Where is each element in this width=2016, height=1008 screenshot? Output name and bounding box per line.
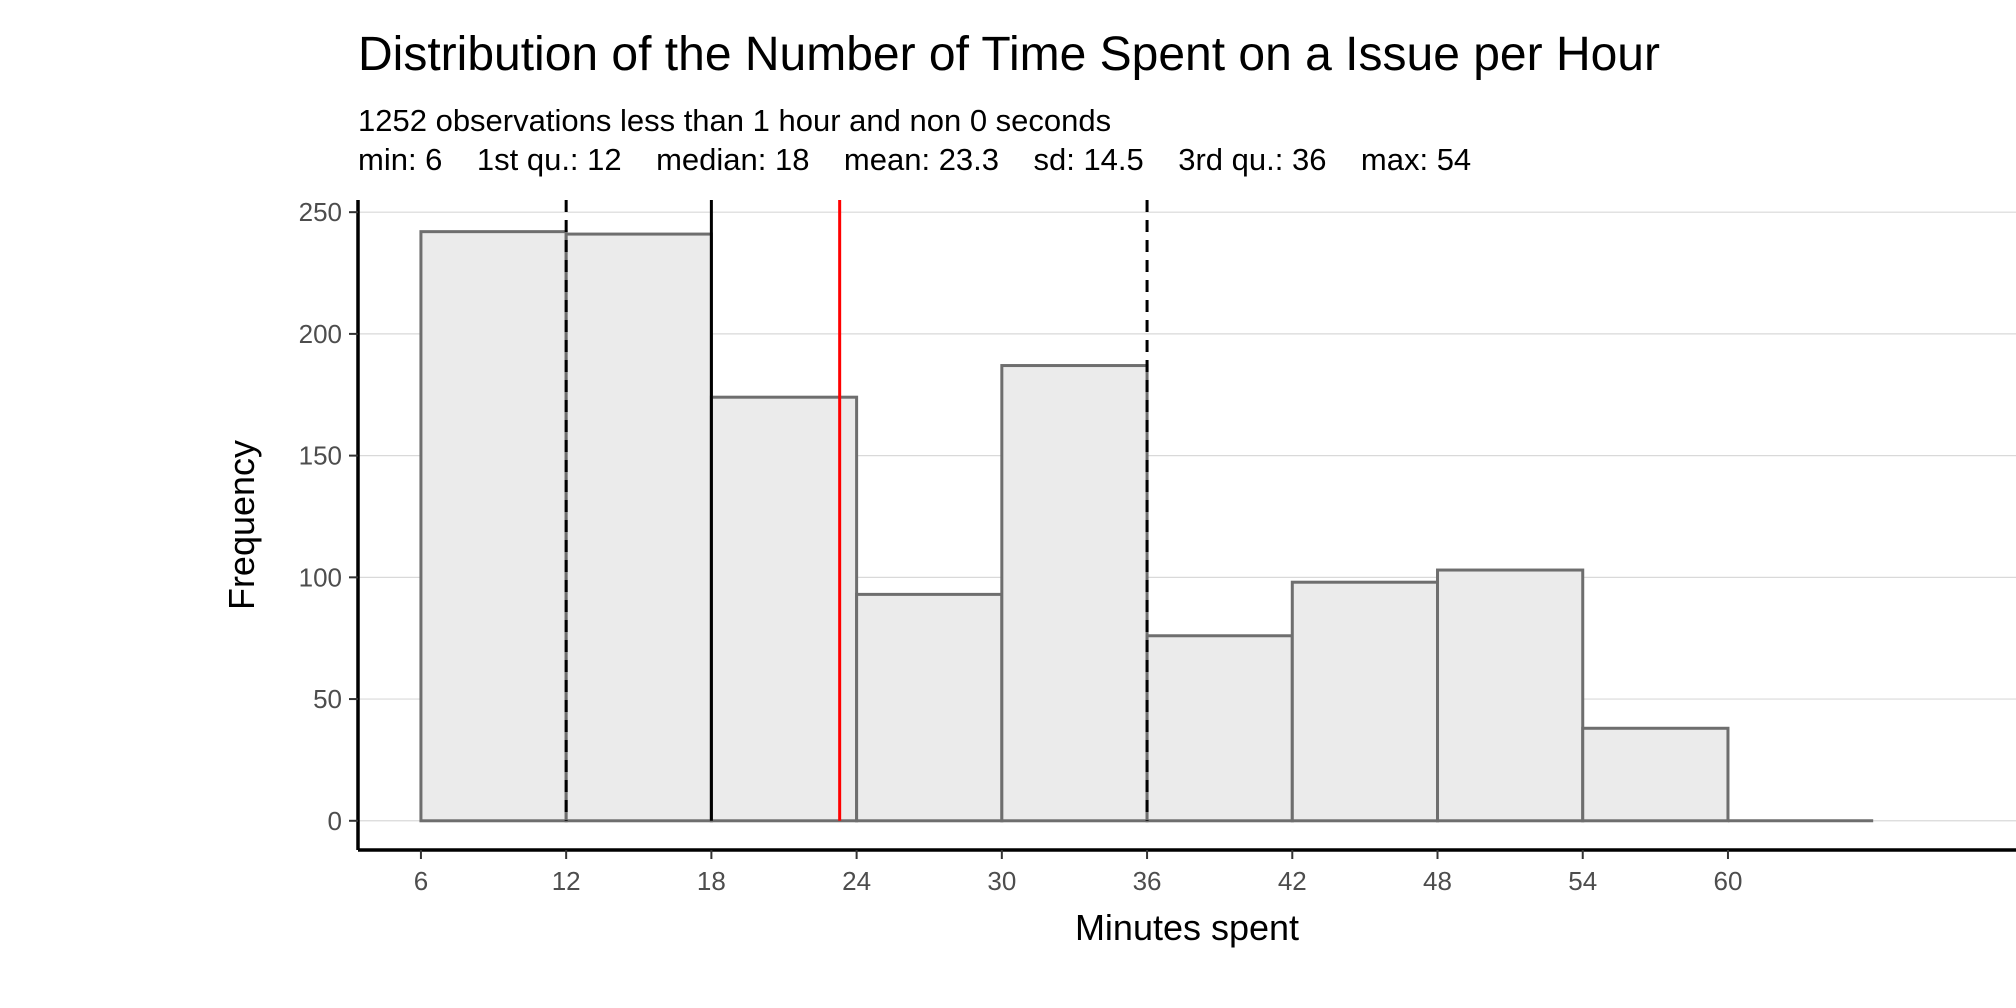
x-tick-label-6: 6 — [414, 866, 428, 896]
y-tick-label-250: 250 — [299, 197, 342, 227]
histogram-bar-3 — [855, 592, 1004, 823]
x-tick-label-30: 30 — [987, 866, 1016, 896]
y-tick-labels: 0 50 100 150 200 250 — [299, 197, 342, 836]
histogram-bars — [419, 230, 1874, 823]
y-tick-label-100: 100 — [299, 562, 342, 592]
x-tick-label-36: 36 — [1133, 866, 1162, 896]
histogram-bar-1 — [564, 232, 713, 823]
chart-title: Distribution of the Number of Time Spent… — [358, 28, 1660, 81]
histogram-bar-8 — [1581, 726, 1730, 823]
x-tick-labels: 6 12 18 24 30 36 42 48 54 60 — [414, 866, 1743, 896]
x-tick-label-12: 12 — [552, 866, 581, 896]
x-axis-title: Minutes spent — [1075, 907, 1299, 948]
axes — [349, 200, 2016, 859]
y-tick-label-50: 50 — [313, 684, 342, 714]
histogram-bar-5 — [1145, 634, 1294, 823]
x-tick-label-54: 54 — [1568, 866, 1597, 896]
histogram-bar-4 — [1000, 364, 1149, 823]
x-tick-label-24: 24 — [842, 866, 871, 896]
histogram-bar-7 — [1436, 568, 1585, 823]
x-tick-label-42: 42 — [1278, 866, 1307, 896]
y-tick-label-200: 200 — [299, 319, 342, 349]
y-axis-title: Frequency — [221, 440, 262, 610]
chart-subtitle-line-1: 1252 observations less than 1 hour and n… — [358, 103, 1111, 138]
y-tick-label-150: 150 — [299, 441, 342, 471]
x-tick-label-18: 18 — [697, 866, 726, 896]
y-tick-label-0: 0 — [328, 806, 342, 836]
chart-subtitle-line-2: min: 6 1st qu.: 12 median: 18 mean: 23.3… — [358, 142, 1471, 177]
histogram-bar-2 — [709, 395, 859, 823]
histogram-bar-0 — [419, 230, 568, 823]
x-tick-label-60: 60 — [1714, 866, 1743, 896]
histogram-bar-6 — [1290, 580, 1440, 823]
reference-lines — [564, 200, 1149, 821]
x-tick-label-48: 48 — [1423, 866, 1452, 896]
